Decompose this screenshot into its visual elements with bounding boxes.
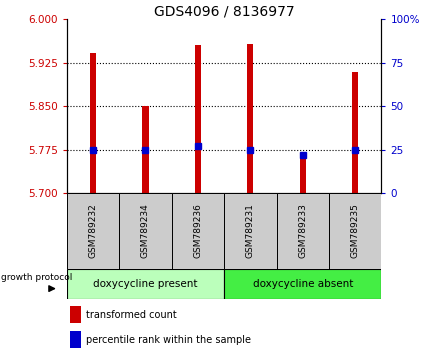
Bar	[276, 193, 328, 269]
Text: GSM789234: GSM789234	[141, 204, 150, 258]
Bar	[194, 45, 200, 193]
Bar	[142, 106, 148, 193]
Text: percentile rank within the sample: percentile rank within the sample	[86, 335, 250, 344]
Text: GSM789235: GSM789235	[350, 204, 359, 258]
Text: doxycycline present: doxycycline present	[93, 279, 197, 289]
Text: doxycycline absent: doxycycline absent	[252, 279, 352, 289]
Bar	[67, 269, 224, 299]
Bar	[67, 193, 119, 269]
Text: GSM789232: GSM789232	[88, 204, 97, 258]
Text: growth protocol: growth protocol	[1, 273, 72, 282]
Bar	[224, 193, 276, 269]
Bar	[299, 157, 305, 193]
Bar	[328, 193, 381, 269]
Text: GSM789236: GSM789236	[193, 204, 202, 258]
Text: GSM789233: GSM789233	[298, 204, 307, 258]
Bar	[119, 193, 171, 269]
Title: GDS4096 / 8136977: GDS4096 / 8136977	[154, 4, 294, 18]
Bar	[247, 44, 253, 193]
Bar	[90, 53, 96, 193]
Text: transformed count: transformed count	[86, 310, 176, 320]
Bar	[70, 306, 81, 323]
Bar	[171, 193, 224, 269]
Bar	[70, 331, 81, 348]
Bar	[351, 72, 357, 193]
Bar	[224, 269, 381, 299]
Text: GSM789231: GSM789231	[245, 204, 254, 258]
